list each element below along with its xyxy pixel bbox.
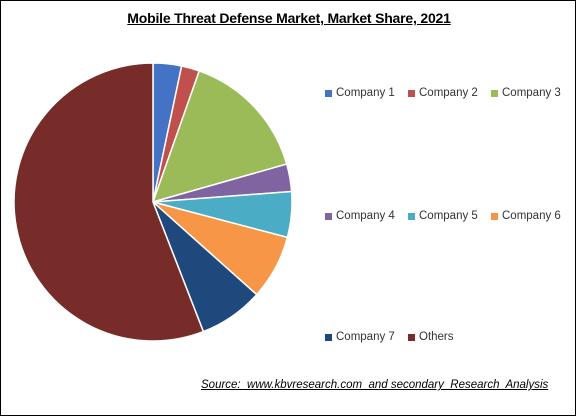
- legend-swatch: [408, 333, 415, 341]
- legend-swatch: [491, 212, 498, 220]
- pie-slice-3: [151, 69, 288, 204]
- legend-label: Company 5: [419, 210, 478, 222]
- legend-swatch: [325, 212, 332, 220]
- legend-item-2: Company 2: [408, 87, 478, 99]
- legend-item-5: Company 5: [408, 210, 478, 222]
- legend-swatch: [325, 89, 332, 97]
- pie-slice-8: [13, 62, 205, 342]
- legend-item-3: Company 3: [491, 87, 561, 99]
- legend-swatch: [408, 212, 415, 220]
- chart-title: Mobile Threat Defense Market, Market Sha…: [127, 10, 451, 26]
- legend-swatch: [408, 89, 415, 97]
- legend-item-4: Company 4: [325, 210, 395, 222]
- legend-label: Others: [419, 331, 454, 343]
- legend-label: Company 4: [336, 210, 395, 222]
- legend-label: Company 2: [419, 87, 478, 99]
- legend-item-6: Company 6: [491, 210, 561, 222]
- legend-label: Company 7: [336, 331, 395, 343]
- legend-swatch: [491, 89, 498, 97]
- legend-item-1: Company 1: [325, 87, 395, 99]
- legend-item-7: Company 7: [325, 331, 395, 343]
- legend-label: Company 3: [502, 87, 561, 99]
- source-note: Source: www.kbvresearch.com and secondar…: [201, 379, 549, 391]
- legend-swatch: [325, 333, 332, 341]
- legend-label: Company 6: [502, 210, 561, 222]
- legend-item-8: Others: [408, 331, 454, 343]
- legend-label: Company 1: [336, 87, 395, 99]
